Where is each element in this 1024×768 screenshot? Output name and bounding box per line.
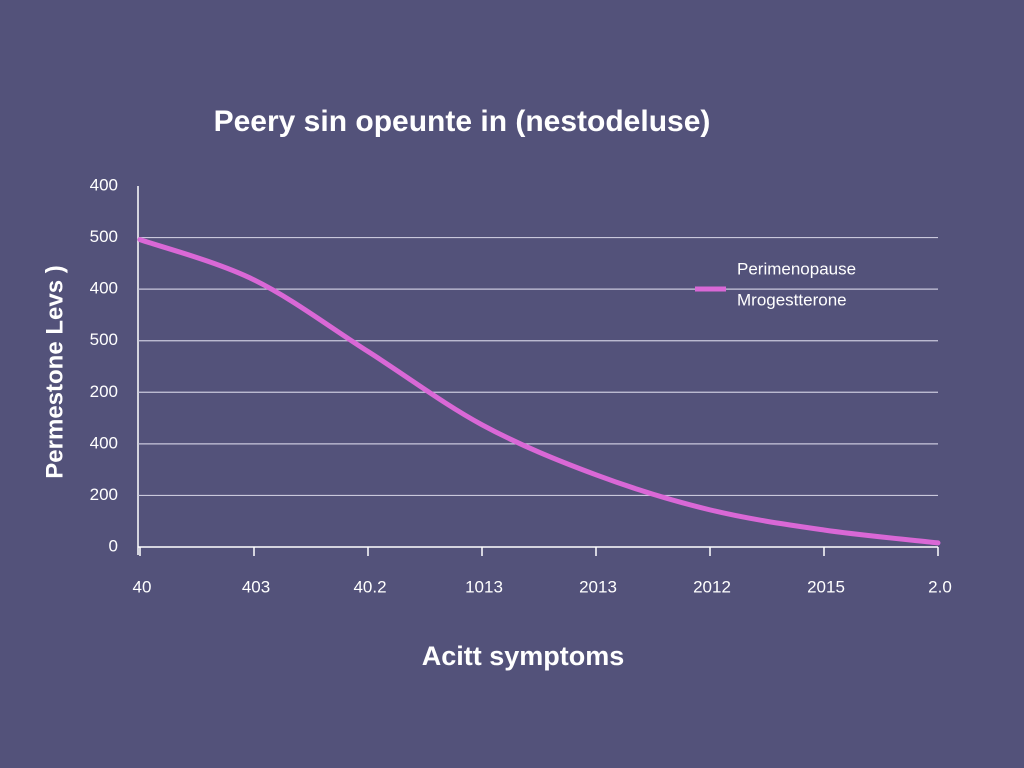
- legend-note: Mrogestterone: [737, 290, 847, 309]
- y-axis-label: Permestone Levs ): [41, 265, 68, 478]
- x-tick-label: 40: [133, 577, 152, 596]
- x-tick-label: 1013: [465, 577, 503, 596]
- legend-label: Perimenopause: [737, 259, 856, 278]
- x-axis-label: Acitt symptoms: [422, 641, 625, 671]
- y-tick-label: 500: [90, 227, 118, 246]
- y-tick-label: 0: [109, 536, 118, 555]
- y-tick-label: 500: [90, 330, 118, 349]
- x-tick-label: 2013: [579, 577, 617, 596]
- x-tick-label: 2012: [693, 577, 731, 596]
- series-line: [137, 237, 941, 546]
- y-tick-label: 200: [90, 382, 118, 401]
- x-tick-label: 2.0: [928, 577, 952, 596]
- y-tick-label: 400: [90, 175, 118, 194]
- y-tick-label: 200: [90, 485, 118, 504]
- x-tick-label: 403: [242, 577, 270, 596]
- x-tick-label: 40.2: [353, 577, 386, 596]
- y-tick-label: 400: [90, 279, 118, 298]
- y-tick-label: 400: [90, 433, 118, 452]
- chart-title: Peery sin opeunte in (nestodeluse): [214, 105, 711, 138]
- x-tick-label: 2015: [807, 577, 845, 596]
